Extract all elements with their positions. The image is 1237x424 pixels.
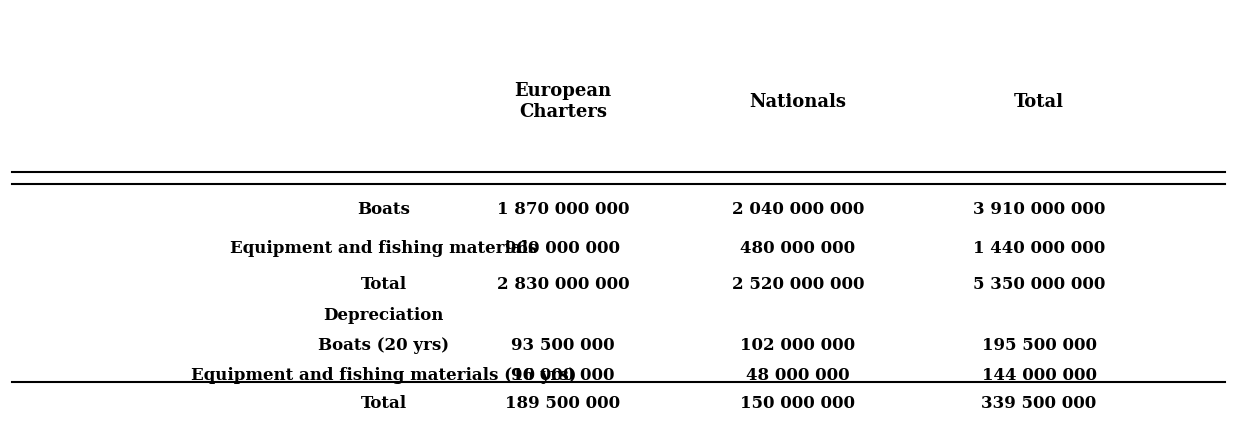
Text: Nationals: Nationals <box>750 93 846 111</box>
Text: 48 000 000: 48 000 000 <box>746 367 850 384</box>
Text: 93 500 000: 93 500 000 <box>511 337 615 354</box>
Text: 102 000 000: 102 000 000 <box>740 337 856 354</box>
Text: Equipment and fishing materials: Equipment and fishing materials <box>230 240 537 257</box>
Text: European
Charters: European Charters <box>515 82 611 121</box>
Text: 189 500 000: 189 500 000 <box>505 395 621 412</box>
Text: Equipment and fishing materials (10 yrs): Equipment and fishing materials (10 yrs) <box>190 367 576 384</box>
Text: Total: Total <box>360 395 407 412</box>
Text: Depreciation: Depreciation <box>323 307 444 324</box>
Text: 960 000 000: 960 000 000 <box>506 240 620 257</box>
Text: 144 000 000: 144 000 000 <box>982 367 1096 384</box>
Text: 2 040 000 000: 2 040 000 000 <box>731 201 865 218</box>
Text: 195 500 000: 195 500 000 <box>982 337 1096 354</box>
Text: Total: Total <box>360 276 407 293</box>
Text: 96 000 000: 96 000 000 <box>511 367 615 384</box>
Text: 1 440 000 000: 1 440 000 000 <box>974 240 1105 257</box>
Text: 3 910 000 000: 3 910 000 000 <box>972 201 1106 218</box>
Text: 1 870 000 000: 1 870 000 000 <box>496 201 630 218</box>
Text: 480 000 000: 480 000 000 <box>740 240 856 257</box>
Text: Boats: Boats <box>357 201 409 218</box>
Text: 5 350 000 000: 5 350 000 000 <box>972 276 1106 293</box>
Text: Total: Total <box>1014 93 1064 111</box>
Text: Boats (20 yrs): Boats (20 yrs) <box>318 337 449 354</box>
Text: 2 520 000 000: 2 520 000 000 <box>731 276 865 293</box>
Text: 2 830 000 000: 2 830 000 000 <box>496 276 630 293</box>
Text: 339 500 000: 339 500 000 <box>981 395 1097 412</box>
Text: 150 000 000: 150 000 000 <box>741 395 855 412</box>
